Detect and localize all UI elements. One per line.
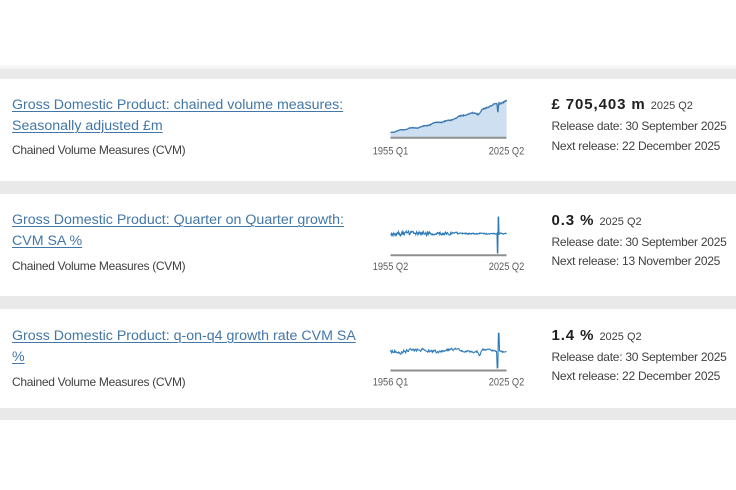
svg-text:1955 Q2: 1955 Q2: [373, 261, 409, 273]
svg-text:2025 Q2: 2025 Q2: [489, 146, 525, 158]
svg-text:2025 Q2: 2025 Q2: [489, 376, 525, 388]
svg-text:2025 Q2: 2025 Q2: [489, 261, 525, 273]
svg-text:1956 Q1: 1956 Q1: [373, 376, 409, 388]
svg-text:1955 Q1: 1955 Q1: [373, 146, 409, 158]
